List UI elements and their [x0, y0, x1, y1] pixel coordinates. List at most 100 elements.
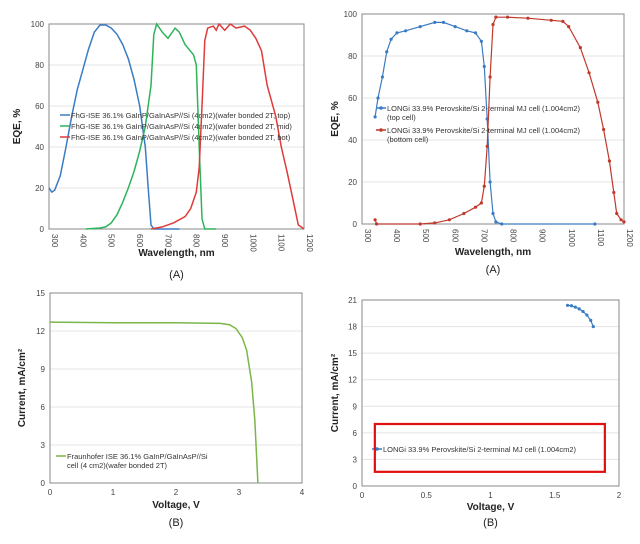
data-point [374, 222, 379, 226]
data-point [619, 218, 623, 222]
data-point [373, 115, 377, 119]
x-tick-label: 3 [237, 488, 242, 497]
legend-label: Fraunhofer ISE 36.1% GaInP/GaInAsP//Si [67, 452, 208, 461]
data-point [404, 29, 408, 33]
x-tick-label: 900 [220, 234, 229, 248]
data-point [505, 15, 510, 19]
data-point [612, 190, 616, 195]
x-tick-label: 0 [48, 488, 53, 497]
x-tick-label: 400 [392, 229, 401, 243]
x-tick-label: 800 [509, 229, 518, 243]
data-point [567, 25, 571, 29]
legend-label: FhG-ISE 36.1% GaInP/GaInAsP//Si (4cm2)(w… [71, 111, 291, 120]
x-tick-label: 1000 [248, 234, 257, 252]
data-point [488, 180, 492, 184]
y-axis-label: Current, mA/cm² [17, 348, 28, 427]
data-point [622, 220, 626, 224]
y-axis-label: EQE, % [330, 101, 341, 137]
data-point [607, 159, 612, 163]
data-point [494, 220, 498, 224]
data-point [395, 31, 399, 35]
y-tick-label: 100 [344, 10, 358, 19]
data-point [488, 75, 492, 79]
y-tick-label: 60 [35, 102, 44, 111]
plot-area [361, 299, 620, 487]
highlight-box [373, 422, 606, 473]
x-tick-label: 600 [135, 234, 144, 248]
x-tick-label: 900 [538, 229, 547, 243]
data-point [465, 29, 469, 33]
panel-caption: (A) [169, 269, 184, 281]
data-point [482, 184, 486, 188]
data-point [577, 307, 581, 311]
data-point [569, 304, 574, 308]
y-tick-label: 9 [41, 365, 46, 374]
data-point [376, 96, 380, 100]
x-tick-label: 1 [111, 488, 116, 497]
data-point [385, 50, 389, 54]
data-point [491, 211, 495, 216]
data-point [615, 211, 619, 216]
x-axis-label: Voltage, V [467, 502, 515, 513]
legend-label-line2: cell (4 cm2)(wafer bonded 2T) [67, 461, 168, 470]
data-point [561, 19, 565, 23]
x-axis-label: Wavelength, nm [138, 248, 214, 259]
y-tick-label: 0 [40, 225, 45, 234]
data-point [589, 318, 593, 322]
x-tick-label: 400 [78, 234, 87, 248]
data-point [578, 46, 582, 50]
y-tick-label: 40 [35, 143, 44, 152]
data-point [549, 18, 553, 22]
plot-area [361, 13, 625, 225]
y-tick-label: 21 [348, 296, 357, 305]
data-point [433, 20, 437, 24]
x-tick-label: 2 [174, 488, 179, 497]
y-tick-label: 0 [41, 479, 46, 488]
y-tick-label: 15 [36, 289, 45, 298]
data-point [453, 25, 457, 29]
y-tick-label: 9 [353, 402, 358, 411]
y-tick-label: 3 [41, 441, 46, 450]
data-point [473, 31, 478, 35]
chart-panel-4: 0 3 6 9 12 15 18 21 0 0.5 1 1.5 2 LONGi 33.9% Perovsk… [330, 296, 622, 529]
y-tick-label: 18 [348, 323, 357, 332]
x-tick-label: 4 [300, 488, 305, 497]
data-point [418, 222, 422, 226]
y-tick-label: 6 [353, 429, 358, 438]
x-tick-label: 700 [479, 229, 488, 243]
x-tick-label: 1 [488, 491, 493, 500]
legend-label-line2: (bottom cell) [387, 135, 429, 144]
y-tick-label: 0 [353, 482, 358, 491]
panel-caption: (B) [169, 517, 184, 529]
data-point [587, 71, 591, 75]
data-point [494, 15, 498, 19]
y-tick-label: 60 [348, 94, 357, 103]
y-tick-label: 3 [353, 455, 358, 464]
x-tick-label: 1200 [625, 229, 634, 247]
y-tick-label: 6 [41, 403, 46, 412]
data-point [373, 218, 377, 222]
data-point [441, 20, 446, 24]
legend-label: FhG-ISE 36.1% GaInP/GaInAsP//Si (4cm2)(w… [71, 122, 292, 131]
data-point [482, 64, 486, 69]
y-tick-label: 80 [348, 52, 357, 61]
panel-caption: (A) [486, 264, 501, 276]
panel-caption: (B) [483, 517, 498, 529]
x-tick-label: 1.5 [549, 491, 561, 500]
x-axis-label: Voltage, V [152, 500, 200, 511]
series-line-1 [49, 321, 259, 484]
series-line-3 [150, 22, 305, 230]
x-tick-label: 1100 [596, 229, 605, 247]
series-line-1 [374, 21, 595, 225]
data-point [479, 39, 483, 43]
x-tick-label: 0.5 [421, 491, 433, 500]
x-tick-label: 0 [360, 491, 365, 500]
data-point [593, 222, 597, 226]
data-point [526, 16, 530, 20]
data-point [462, 211, 466, 216]
data-point [479, 201, 483, 205]
data-point [418, 25, 422, 29]
y-axis-label: Current, mA/cm² [330, 353, 341, 432]
